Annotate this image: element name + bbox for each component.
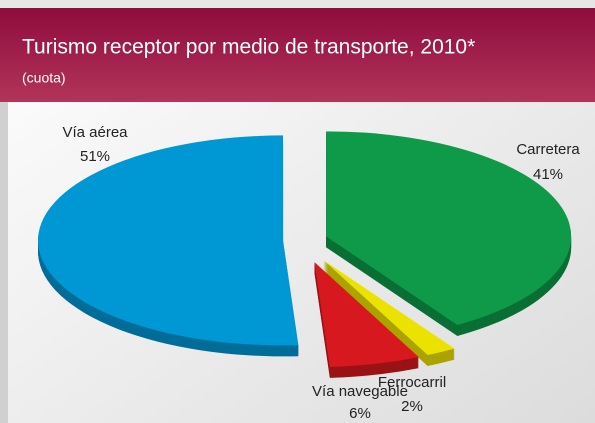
side-strip	[0, 102, 8, 423]
slice-label: Vía aérea	[62, 124, 128, 141]
slice-label: Ferrocarril	[378, 374, 446, 391]
chart-title: Turismo receptor por medio de transporte…	[22, 36, 475, 59]
slice	[314, 262, 419, 367]
chart-subtitle: (cuota)	[22, 70, 66, 86]
slice-label: Vía navegable	[312, 383, 408, 400]
slice-label: Carretera	[516, 141, 580, 158]
pie	[38, 131, 572, 378]
value-label: 41%	[533, 166, 563, 183]
value-label: 6%	[349, 405, 371, 422]
slice	[326, 131, 572, 325]
slice	[38, 135, 299, 346]
value-label: 51%	[80, 148, 110, 165]
slice	[323, 259, 455, 355]
header	[0, 8, 595, 102]
top-strip	[0, 0, 595, 8]
value-label: 2%	[401, 398, 423, 415]
